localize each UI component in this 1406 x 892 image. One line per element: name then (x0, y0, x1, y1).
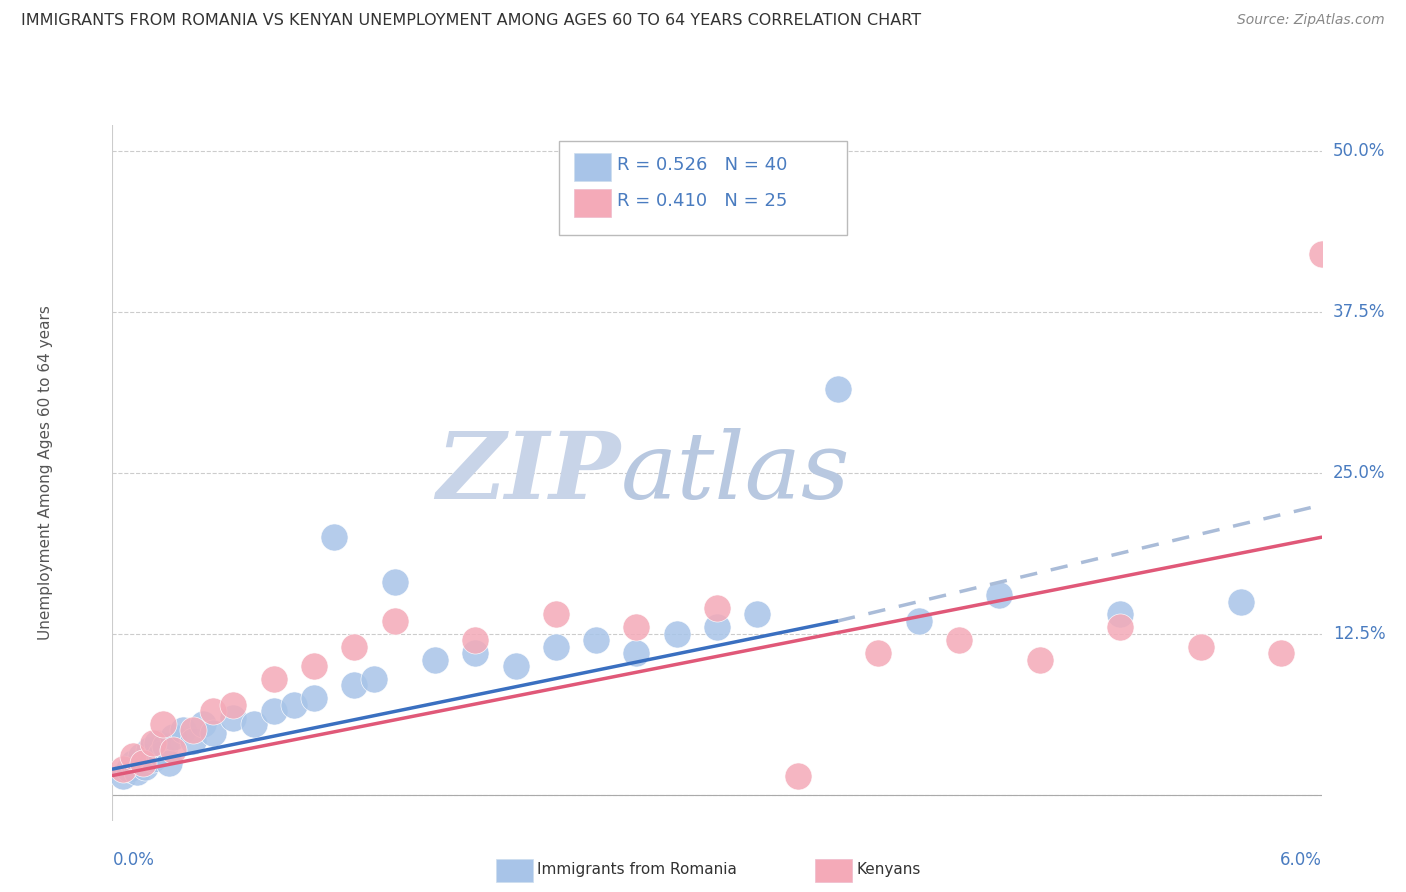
Point (464, 646, 486, 660)
Point (129, 749, 152, 764)
Point (544, 607, 567, 622)
Point (263, 672, 285, 686)
Point (1028, 652, 1050, 666)
Point (162, 730, 184, 744)
Point (1189, 640, 1212, 654)
Point (146, 736, 169, 750)
Point (138, 743, 160, 757)
Point (665, 627, 688, 641)
Point (343, 640, 366, 654)
Point (1310, 246, 1333, 260)
Point (125, 764, 148, 779)
Point (302, 691, 325, 706)
Point (544, 640, 567, 654)
Point (868, 646, 890, 660)
Point (283, 698, 305, 712)
Point (134, 759, 156, 773)
Point (222, 698, 245, 712)
Point (181, 733, 204, 747)
Point (1109, 607, 1132, 622)
Point (706, 601, 728, 615)
Text: IMMIGRANTS FROM ROMANIA VS KENYAN UNEMPLOYMENT AMONG AGES 60 TO 64 YEARS CORRELA: IMMIGRANTS FROM ROMANIA VS KENYAN UNEMPL… (21, 13, 921, 29)
Point (464, 633, 486, 648)
Point (111, 762, 134, 776)
Text: ZIP: ZIP (436, 428, 620, 517)
Point (242, 717, 264, 731)
Point (585, 633, 607, 648)
Point (323, 530, 346, 544)
Point (149, 747, 172, 761)
Point (505, 659, 527, 673)
Text: 25.0%: 25.0% (1333, 464, 1385, 482)
Text: 0.0%: 0.0% (112, 851, 155, 869)
Point (202, 726, 225, 740)
Point (1230, 594, 1253, 608)
Point (384, 614, 406, 628)
Point (263, 704, 285, 718)
Point (706, 620, 728, 634)
Point (827, 382, 849, 396)
Point (153, 739, 176, 753)
Point (121, 749, 143, 764)
Text: 37.5%: 37.5% (1333, 302, 1385, 321)
Point (162, 743, 184, 757)
Point (152, 717, 174, 731)
Point (202, 704, 225, 718)
Point (988, 588, 1011, 602)
Text: R = 0.526   N = 40: R = 0.526 N = 40 (616, 156, 787, 174)
Point (191, 717, 215, 731)
Point (172, 723, 194, 738)
Text: Kenyans: Kenyans (856, 863, 921, 877)
Point (948, 633, 970, 648)
Point (181, 723, 204, 738)
Point (132, 756, 155, 770)
Text: 6.0%: 6.0% (1279, 851, 1322, 869)
Point (302, 659, 325, 673)
Point (626, 646, 648, 660)
Point (343, 678, 366, 692)
Point (384, 575, 406, 590)
Text: atlas: atlas (620, 428, 849, 517)
Point (222, 710, 245, 724)
Point (1270, 646, 1292, 660)
Point (142, 752, 165, 766)
Point (142, 736, 165, 750)
Point (907, 614, 929, 628)
Point (747, 607, 769, 622)
Point (117, 762, 139, 776)
Point (121, 756, 143, 770)
Point (423, 652, 446, 666)
Point (157, 756, 180, 770)
Point (1109, 620, 1132, 634)
Text: Source: ZipAtlas.com: Source: ZipAtlas.com (1237, 13, 1385, 28)
Point (363, 672, 385, 686)
Point (626, 620, 648, 634)
Text: R = 0.410   N = 25: R = 0.410 N = 25 (616, 192, 787, 210)
Point (111, 768, 134, 782)
Point (786, 768, 808, 782)
Text: Unemployment Among Ages 60 to 64 years: Unemployment Among Ages 60 to 64 years (38, 305, 53, 640)
Text: Immigrants from Romania: Immigrants from Romania (537, 863, 737, 877)
Text: 12.5%: 12.5% (1333, 624, 1385, 643)
Text: 50.0%: 50.0% (1333, 142, 1385, 160)
